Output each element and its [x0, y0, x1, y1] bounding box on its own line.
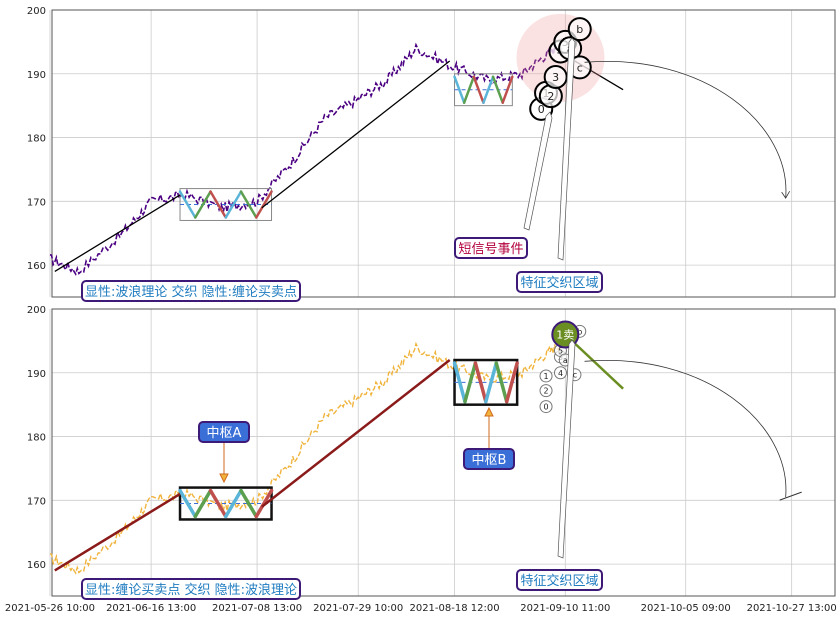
top-plot-frame	[51, 9, 836, 298]
bottom-legend-label: 显性:缠论买卖点 交织 隐性:波浪理论	[85, 582, 297, 598]
top-pivot-wave-segment	[239, 190, 258, 219]
bottom-pivot-a-arrowhead	[219, 473, 229, 484]
bottom-feature-arrow	[557, 339, 576, 559]
top-legend-label: 显性:波浪理论 交织 隐性:缠论买卖点	[85, 284, 297, 300]
bottom-plot-frame	[51, 308, 836, 597]
bottom-wave-point-label: c	[573, 371, 577, 380]
bottom-y-tick-label: 180	[27, 433, 46, 444]
x-tick-label: 2021-05-26 10:00	[5, 603, 95, 614]
bottom-pivot-wave-segment	[494, 361, 509, 404]
bottom-wave-segment	[261, 359, 451, 508]
top-y-tick-label: 200	[27, 6, 46, 17]
bottom-pivot-b-label: 中枢B	[472, 453, 507, 468]
bottom-sell-point-label: 1卖	[556, 329, 574, 342]
bottom-pivot-wave-segment	[193, 488, 213, 519]
top-panel: 160170180190200012345abc显性:波浪理论 交织 隐性:缠论…	[27, 6, 836, 302]
top-signal-arrow	[523, 111, 553, 231]
bottom-pivot-wave-segment	[463, 361, 478, 404]
top-projection-curve	[584, 60, 787, 199]
top-feature-zone-label-box	[516, 271, 603, 293]
bottom-pivot-wave-segment	[178, 488, 198, 519]
x-axis: 2021-05-26 10:00 2021-06-16 13:00 2021-07-…	[5, 603, 837, 614]
top-legend-label-box	[81, 280, 301, 302]
bottom-wave-point-label: b	[577, 327, 582, 336]
x-tick-label: 2021-09-10 11:00	[520, 603, 610, 614]
bottom-pivot-wave-segment	[504, 361, 519, 404]
bottom-projection-endcap	[779, 491, 802, 501]
bottom-wave-point-marker	[539, 400, 553, 414]
top-wave-segment	[261, 60, 451, 209]
bottom-pivot-b-arrowhead	[484, 406, 494, 417]
top-wave-point-label: b	[576, 23, 583, 36]
top-wave-point-label: 2	[547, 90, 554, 103]
bottom-pivot-wave-segment	[254, 488, 274, 519]
top-wave-segment	[54, 194, 181, 273]
top-y-tick-label: 160	[27, 261, 46, 272]
top-pivot-wave-segment	[472, 75, 485, 104]
bottom-wave-point-label: 4	[558, 369, 563, 378]
bottom-pivot-a-label-box	[198, 421, 250, 443]
bottom-wave-point-label: a	[563, 356, 568, 365]
top-signal-event-label-box	[454, 237, 528, 259]
x-tick-label: 2021-06-16 13:00	[106, 603, 196, 614]
top-signal-event-label: 短信号事件	[458, 242, 523, 257]
top-wave-point-label: c	[577, 61, 583, 74]
top-pivot-wave-segment	[209, 190, 228, 219]
top-y-tick-label: 180	[27, 134, 46, 145]
bottom-feature-zone-label-box	[516, 569, 603, 591]
bottom-wave-point-label: 0	[543, 403, 548, 412]
top-y-tick-label: 190	[27, 70, 46, 81]
top-pivot-wave-segment	[224, 190, 243, 219]
bottom-feature-zone-label: 特征交织区域	[520, 573, 598, 589]
bottom-wave-segment	[54, 492, 181, 572]
top-feature-arrow	[557, 37, 576, 261]
top-wave-point-marker	[567, 17, 592, 42]
bottom-pivot-wave-segment	[208, 488, 228, 519]
x-tick-label: 2021-10-27 13:00	[747, 603, 837, 614]
bottom-legend-label-box	[81, 578, 301, 600]
bottom-wave-point-label: 2	[543, 387, 548, 396]
top-pivot-wave-segment	[453, 75, 466, 104]
top-wave-point-label: 0	[538, 103, 545, 116]
bottom-pivot-wave-segment	[224, 488, 243, 519]
x-tick-label: 2021-10-05 09:00	[641, 603, 731, 614]
bottom-y-tick-label: 190	[27, 369, 46, 380]
bottom-wave-point-label: 5	[558, 346, 563, 355]
top-pivot-wave-segment	[194, 190, 212, 219]
bottom-wave-point-marker	[553, 366, 567, 380]
top-y-tick-label: 170	[27, 197, 46, 208]
bottom-y-tick-label: 160	[27, 560, 46, 571]
x-tick-label: 2021-07-29 10:00	[313, 603, 403, 614]
x-tick-label: 2021-08-18 12:00	[409, 603, 499, 614]
bottom-projection-curve	[584, 359, 787, 498]
bottom-y-tick-label: 200	[27, 305, 46, 316]
top-pivot-wave-segment	[491, 75, 504, 104]
top-price-series-line	[49, 38, 566, 277]
bottom-wave-point-label: 1	[543, 372, 548, 381]
top-pivot-wave-segment	[501, 75, 514, 104]
bottom-wave-point-marker	[539, 369, 553, 383]
top-wave-point-label: 3	[552, 71, 559, 84]
top-projection-arrowhead	[781, 190, 791, 199]
top-pivot-wave-segment	[178, 190, 197, 219]
top-feature-zone-label: 特征交织区域	[520, 275, 598, 291]
top-pivot-wave-segment	[462, 75, 476, 104]
bottom-pivot-wave-segment	[239, 488, 259, 519]
bottom-pivot-wave-segment	[484, 361, 499, 404]
bottom-wave-point-marker	[539, 384, 553, 398]
bottom-pivot-a-label: 中枢A	[207, 426, 242, 441]
bottom-y-tick-label: 170	[27, 496, 46, 507]
bottom-pivot-b-label-box	[463, 448, 515, 470]
top-pivot-wave-segment	[255, 190, 273, 219]
bottom-pivot-wave-segment	[452, 361, 467, 404]
x-tick-label: 2021-07-08 13:00	[212, 603, 302, 614]
top-pivot-wave-segment	[482, 75, 495, 104]
top-wave-point-marker	[543, 64, 568, 89]
bottom-pivot-wave-segment	[473, 361, 488, 404]
bottom-panel: 160170180190200012345abc1卖显性:缠论买卖点 交织 隐性…	[27, 305, 836, 600]
